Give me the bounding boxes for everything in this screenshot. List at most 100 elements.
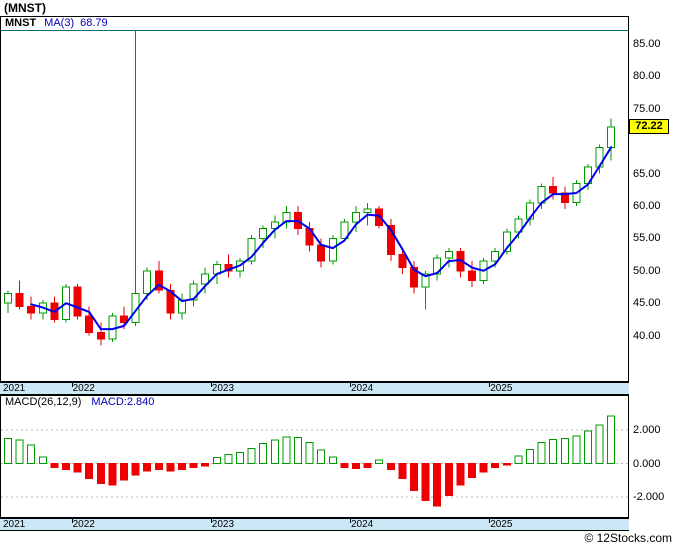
- candle-body: [502, 231, 511, 252]
- macd-bar: [131, 463, 140, 476]
- candle-body: [247, 237, 256, 262]
- macd-bar: [15, 439, 24, 464]
- macd-bar: [317, 449, 326, 464]
- macd-bar: [468, 463, 476, 479]
- macd-bar: [386, 463, 395, 470]
- price-axis-tick: 55.00: [633, 232, 661, 245]
- macd-bar: [178, 463, 186, 470]
- candlestick-svg: [4, 31, 616, 346]
- legend-ma-value: 68.79: [80, 17, 108, 29]
- price-axis: 72.22 85.00 80.00 75.00 65.00 60.00 55.00 50.0…: [629, 16, 680, 382]
- candle-body: [491, 250, 500, 262]
- macd-bar: [549, 438, 558, 464]
- candle-body: [96, 331, 105, 340]
- x-axis-tick: [71, 519, 73, 523]
- macd-bar: [212, 457, 221, 464]
- candle-body: [444, 250, 453, 259]
- macd-bar: [73, 463, 82, 473]
- macd-bar: [398, 463, 407, 479]
- candle-body: [154, 270, 163, 291]
- ma3-line: [30, 146, 613, 331]
- candle-body: [201, 273, 210, 285]
- macd-bar: [607, 415, 616, 464]
- candle-body: [85, 315, 94, 333]
- candle-body: [328, 237, 337, 262]
- x-axis-tick: [350, 519, 351, 523]
- legend-ma-label: MA(3): [44, 17, 75, 29]
- macd-panel: MACD(26,12,9) MACD:2.840: [0, 395, 629, 518]
- x-axis-year-label: 2023: [211, 383, 235, 394]
- macd-axis: 2.000 0.000 -2.000: [629, 395, 680, 518]
- x-axis-years-bottom: 2021 2022 2023 2024 2025: [0, 518, 629, 531]
- candle-body: [259, 228, 268, 239]
- macd-bar: [375, 459, 384, 465]
- last-price-label: 72.22: [629, 118, 669, 134]
- candle-body: [15, 293, 24, 307]
- candle-body: [120, 315, 128, 324]
- x-axis-year-label: 2024: [351, 383, 374, 394]
- candle-body: [421, 273, 430, 288]
- x-axis-tick: [210, 519, 212, 523]
- macd-bar: [595, 424, 604, 464]
- macd-bar: [328, 456, 337, 464]
- price-axis-tick: 40.00: [633, 329, 661, 342]
- candle-body: [363, 208, 372, 213]
- x-axis-year-label: 2024: [351, 519, 374, 530]
- macd-bar: [456, 463, 465, 486]
- candle-body: [386, 224, 395, 256]
- candle-body: [549, 186, 558, 194]
- x-axis-tick: [489, 519, 491, 523]
- macd-bar: [294, 437, 302, 464]
- macd-value: MACD:2.840: [91, 396, 155, 408]
- candle-body: [189, 283, 198, 301]
- x-axis-tick: [71, 383, 73, 387]
- price-axis-tick: 80.00: [633, 70, 661, 83]
- macd-bar: [4, 437, 12, 464]
- macd-bar: [85, 463, 94, 479]
- macd-bar: [444, 463, 453, 496]
- macd-bar: [514, 455, 523, 464]
- macd-bar: [154, 463, 163, 470]
- macd-bar: [491, 463, 500, 469]
- candle-body: [317, 244, 326, 262]
- price-axis-tick: 85.00: [633, 37, 661, 50]
- macd-bar: [108, 463, 117, 486]
- macd-bar: [340, 463, 349, 469]
- macd-bar: [305, 442, 314, 464]
- x-axis-tick: [350, 383, 351, 387]
- candle-body: [4, 293, 12, 304]
- macd-bar: [143, 463, 152, 472]
- x-axis-year-label: 2022: [72, 519, 95, 530]
- price-chart-panel: MNST MA(3) 68.79: [0, 16, 629, 382]
- x-axis-tick: [210, 383, 212, 387]
- macd-bar: [421, 463, 430, 501]
- macd-bar: [38, 456, 47, 464]
- macd-bar: [526, 448, 534, 464]
- price-axis-tick: 45.00: [633, 297, 661, 310]
- macd-axis-tick: -2.000: [633, 490, 665, 503]
- macd-header: MACD(26,12,9) MACD:2.840: [1, 396, 628, 410]
- x-axis-years-top: 2021 2022 2023 2024 2025: [0, 382, 629, 395]
- candle-body: [607, 126, 616, 149]
- candle-body: [73, 286, 82, 317]
- price-axis-tick: 75.00: [633, 102, 661, 115]
- x-axis-tick: [489, 383, 491, 387]
- macd-bar: [120, 463, 128, 481]
- x-axis-year-label: 2021: [3, 519, 26, 530]
- macd-bar: [479, 463, 488, 473]
- macd-bar: [259, 442, 268, 465]
- x-axis-year-label: 2021: [3, 383, 26, 394]
- macd-bar: [50, 463, 59, 469]
- macd-label: MACD(26,12,9): [5, 396, 82, 408]
- macd-bar: [189, 463, 198, 469]
- x-axis-year-label: 2023: [211, 519, 235, 530]
- macd-bar: [282, 436, 291, 465]
- candle-body: [352, 212, 360, 223]
- x-axis-year-label: 2025: [490, 383, 513, 394]
- candle-body: [340, 221, 349, 239]
- candle-body: [468, 270, 476, 282]
- page-title: (MNST): [4, 1, 46, 15]
- candle-body: [514, 218, 523, 233]
- candle-body: [375, 208, 384, 226]
